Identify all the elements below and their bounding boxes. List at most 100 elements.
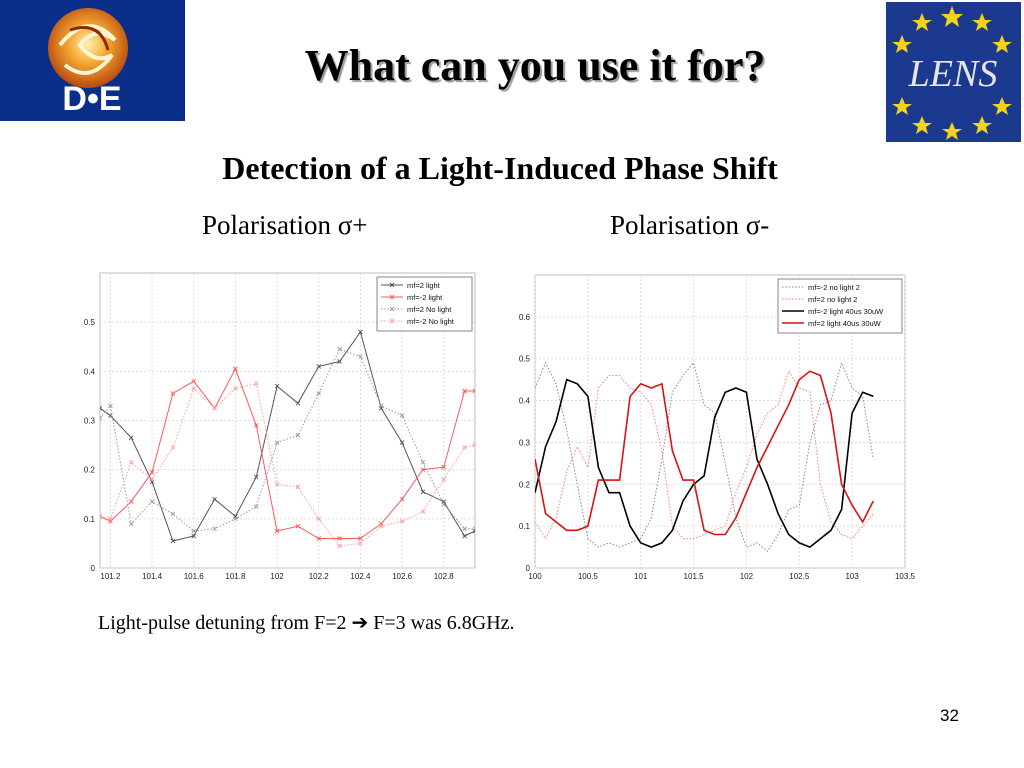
data-point-marker bbox=[170, 511, 176, 517]
data-point-marker bbox=[462, 445, 467, 450]
data-point-marker bbox=[337, 346, 342, 352]
data-point-marker bbox=[108, 403, 113, 409]
data-point-marker bbox=[191, 533, 197, 539]
series-3 bbox=[100, 381, 475, 549]
data-point-marker bbox=[253, 504, 259, 509]
series-line bbox=[535, 370, 875, 536]
data-point-marker bbox=[274, 528, 280, 534]
detuning-note: Light-pulse detuning from F=2 ➔ F=3 was … bbox=[98, 610, 515, 635]
y-tick-label: 0.6 bbox=[519, 313, 531, 322]
data-point-marker bbox=[316, 364, 322, 369]
data-point-marker bbox=[316, 391, 322, 396]
doe-logo-text: D•E bbox=[62, 80, 121, 118]
doe-logo-graphic: D•E bbox=[48, 8, 128, 118]
data-point-marker bbox=[295, 432, 301, 438]
legend-marker bbox=[389, 294, 395, 300]
data-point-marker bbox=[212, 496, 217, 502]
data-point-marker bbox=[295, 523, 301, 529]
data-point-marker bbox=[358, 354, 363, 359]
series-1 bbox=[535, 370, 874, 540]
series-line bbox=[535, 361, 874, 553]
legend-label: mf=2 light 40us 30uW bbox=[808, 319, 882, 328]
data-point-marker bbox=[420, 459, 426, 465]
data-point-marker bbox=[420, 489, 426, 495]
data-point-marker bbox=[441, 501, 447, 507]
y-tick-label: 0.5 bbox=[84, 318, 96, 327]
y-tick-label: 0 bbox=[526, 564, 531, 573]
swirl-icon bbox=[48, 8, 128, 88]
chart-sigma-minus: 100 100.5 101 101.5 102 102.5 103 103.5 0 0.1 0.2 0… bbox=[519, 274, 916, 581]
legend-label: mf=2 light bbox=[407, 281, 441, 290]
legend: mf=2 light mf=-2 light mf=2 No light mf=-2 … bbox=[376, 276, 473, 332]
data-point-marker bbox=[420, 467, 426, 472]
data-point-marker bbox=[274, 383, 280, 389]
y-tick-label: 0.3 bbox=[84, 417, 96, 426]
x-tick-label: 103 bbox=[845, 572, 859, 581]
data-point-marker bbox=[472, 526, 475, 531]
data-point-marker bbox=[149, 477, 155, 482]
slide-title: What can you use it for? bbox=[304, 41, 766, 90]
data-point-marker bbox=[191, 528, 197, 534]
series-2 bbox=[100, 346, 475, 534]
data-point-marker bbox=[441, 477, 447, 482]
data-point-marker bbox=[170, 391, 176, 396]
data-point-marker bbox=[233, 516, 238, 522]
series-line bbox=[100, 382, 475, 547]
data-point-marker bbox=[399, 440, 405, 445]
y-tick-label: 0.2 bbox=[84, 466, 96, 475]
data-point-marker bbox=[472, 388, 475, 394]
data-point-marker bbox=[128, 499, 134, 504]
data-point-marker bbox=[233, 386, 238, 391]
data-point-marker bbox=[233, 366, 238, 372]
series-line bbox=[100, 348, 475, 532]
x-tick-label: 102.5 bbox=[789, 572, 810, 581]
x-tick-label: 102 bbox=[270, 572, 284, 581]
data-point-marker bbox=[337, 536, 342, 541]
data-point-marker bbox=[358, 329, 363, 335]
x-tick-label: 101.6 bbox=[184, 572, 205, 581]
right-arrow-icon: ➔ bbox=[351, 612, 369, 634]
data-point-marker bbox=[191, 386, 197, 391]
y-tick-label: 0.4 bbox=[519, 397, 531, 406]
legend-marker bbox=[389, 306, 395, 312]
data-point-marker bbox=[274, 440, 280, 445]
data-point-marker bbox=[295, 400, 301, 406]
legend-label: mf=2 no light 2 bbox=[808, 295, 857, 304]
legend-label: mf=-2 light bbox=[407, 293, 443, 302]
data-point-marker bbox=[462, 533, 467, 539]
legend-label: mf=-2 light 40us 30uW bbox=[808, 307, 884, 316]
y-tick-label: 0.1 bbox=[84, 515, 96, 524]
x-tick-label: 102.6 bbox=[392, 572, 413, 581]
x-tick-label: 101.8 bbox=[225, 572, 246, 581]
x-tick-label: 102 bbox=[740, 572, 754, 581]
data-point-marker bbox=[274, 482, 280, 487]
data-point-marker bbox=[253, 474, 259, 480]
legend-label: mf=-2 no light 2 bbox=[808, 283, 860, 292]
data-point-marker bbox=[441, 464, 447, 470]
series-2 bbox=[535, 378, 874, 549]
series-0 bbox=[100, 329, 475, 544]
data-point-marker bbox=[337, 543, 342, 549]
data-point-marker bbox=[399, 518, 405, 524]
data-point-marker bbox=[358, 541, 363, 546]
data-point-marker bbox=[191, 378, 197, 384]
polarisation-plus-label: Polarisation σ+ bbox=[202, 210, 368, 240]
x-tick-label: 102.2 bbox=[309, 572, 330, 581]
x-tick-label: 101 bbox=[634, 572, 648, 581]
data-point-marker bbox=[378, 403, 384, 409]
series-line bbox=[535, 370, 874, 540]
data-point-marker bbox=[337, 359, 342, 364]
y-tick-label: 0.5 bbox=[519, 355, 531, 364]
data-point-marker bbox=[128, 435, 134, 441]
x-tick-label: 101.4 bbox=[142, 572, 163, 581]
data-point-marker bbox=[462, 388, 467, 394]
data-point-marker bbox=[253, 423, 259, 428]
data-point-marker bbox=[378, 523, 384, 529]
x-tick-label: 101.5 bbox=[684, 572, 705, 581]
y-tick-label: 0.1 bbox=[519, 522, 531, 531]
legend-marker bbox=[389, 318, 395, 324]
data-point-marker bbox=[358, 536, 363, 541]
chart-sigma-plus: 101.2 101.4 101.6 101.8 102 102.2 102.4 102.6 10… bbox=[84, 272, 476, 581]
doe-logo: D•E bbox=[0, 0, 185, 121]
y-tick-label: 0.3 bbox=[519, 438, 531, 447]
